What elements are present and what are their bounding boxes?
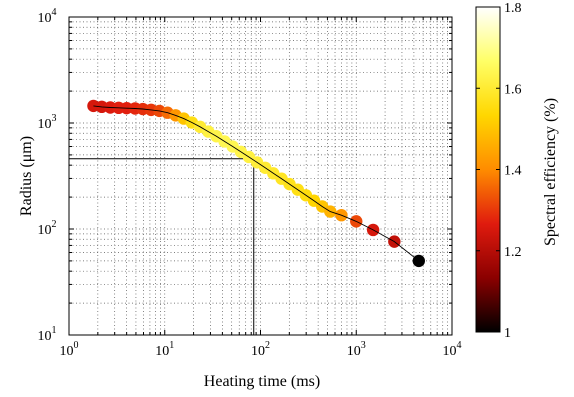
y-tick-label: 104 — [38, 7, 57, 26]
fit-curve — [93, 105, 420, 262]
colorbar-tick-label: 1.6 — [504, 82, 522, 97]
y-axis-ticks: 101 102 103 104 — [38, 7, 57, 344]
colorbar-tick-label: 1.4 — [504, 164, 522, 179]
colorbar-tick-label: 1 — [504, 326, 511, 341]
x-tick-label: 103 — [347, 340, 366, 359]
colorbar-tick-label: 1.8 — [504, 1, 522, 16]
y-tick-label: 102 — [38, 219, 57, 238]
reference-lines — [69, 158, 255, 335]
colorbar: 1 1.2 1.4 1.6 1.8 — [475, 1, 522, 341]
fit-curve-line — [93, 105, 420, 262]
colorbar-label: Spectral efficiency (%) — [542, 98, 559, 246]
x-axis-label: Heating time (ms) — [204, 373, 320, 390]
y-tick-label: 103 — [38, 113, 57, 132]
colorbar-tick-label: 1.2 — [504, 245, 522, 260]
grid — [69, 17, 452, 335]
x-tick-label: 104 — [443, 340, 462, 359]
plot-axes — [68, 16, 453, 336]
x-tick-label: 102 — [251, 340, 270, 359]
y-tick-label: 101 — [38, 325, 57, 344]
x-tick-label: 100 — [60, 340, 79, 359]
x-axis-ticks: 100 101 102 103 104 — [60, 340, 462, 359]
y-axis-label: Radius (μm) — [18, 136, 35, 216]
data-point — [412, 254, 425, 268]
x-tick-label: 101 — [155, 340, 174, 359]
